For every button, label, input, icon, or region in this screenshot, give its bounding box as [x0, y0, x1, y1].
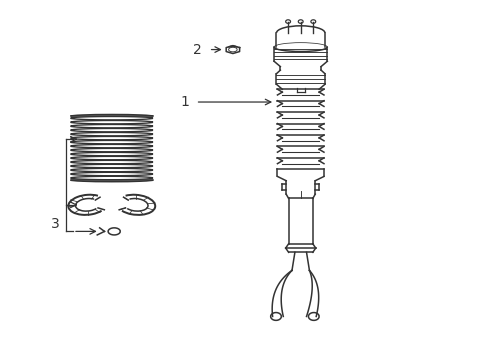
- Text: 2: 2: [193, 42, 201, 57]
- Text: 3: 3: [50, 217, 59, 231]
- Text: 1: 1: [180, 95, 189, 109]
